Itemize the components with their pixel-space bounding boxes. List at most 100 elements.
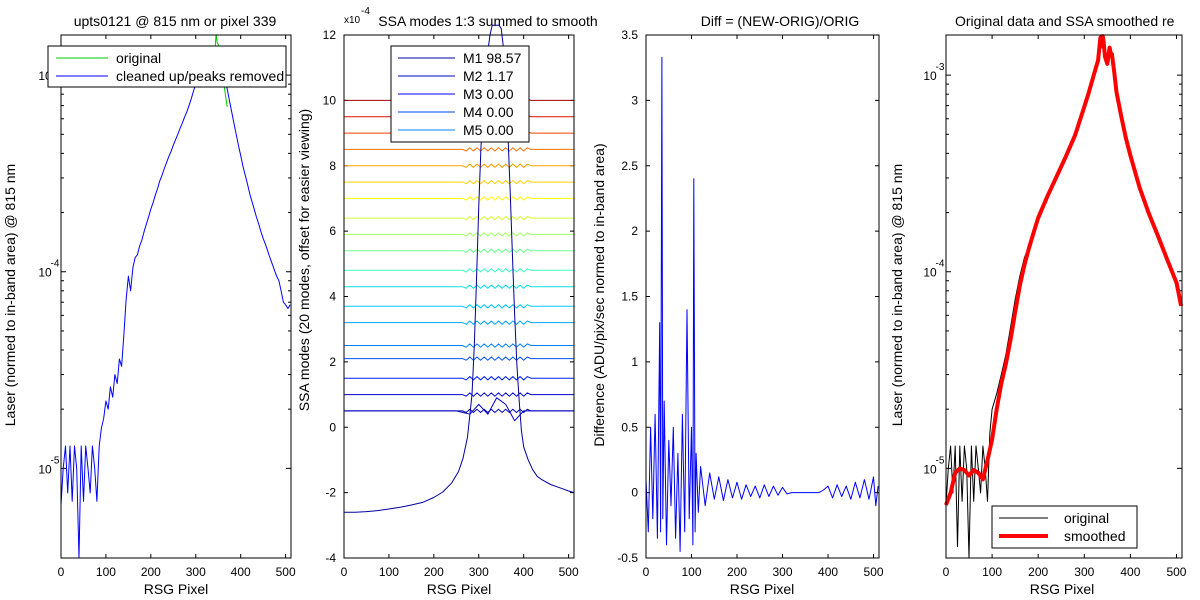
y-tick-label: 2 — [631, 224, 638, 238]
x-tick-label: 0 — [341, 565, 348, 579]
y-tick-label: 0 — [631, 486, 638, 500]
y-tick-label: 10 — [323, 93, 337, 107]
legend-entry-mode: M2 1.17 — [463, 68, 514, 84]
offset-mode-line — [344, 356, 574, 361]
panel-4-legend-box — [991, 505, 1138, 549]
offset-mode-line — [344, 392, 574, 397]
x-tick-label: 0 — [58, 565, 65, 579]
y-tick-label: 0 — [329, 420, 336, 434]
y-tick-label: 10 — [38, 266, 52, 280]
y-tick-label: 8 — [329, 159, 336, 173]
panel-2-legend: M1 98.57 M2 1.17 M3 0.00 M4 0.00 M5 0.00 — [390, 45, 530, 143]
y-tick-label: 10 — [38, 462, 52, 476]
y-tick-label: 10 — [923, 266, 937, 280]
panel-4-title: Original data and SSA smoothed re — [955, 13, 1175, 29]
offset-mode-line — [344, 215, 574, 221]
x-tick-label: 100 — [96, 565, 116, 579]
offset-mode-line — [344, 268, 574, 273]
offset-mode-line — [344, 196, 574, 201]
offset-mode-line — [344, 147, 574, 152]
series-line-smoothed — [944, 34, 1184, 506]
offset-mode-line — [344, 304, 574, 309]
x-tick-label: 100 — [681, 565, 701, 579]
series-line-cleaned-up-peaks-removed — [60, 50, 291, 559]
panel-3-series — [645, 56, 879, 552]
y-tick-label: 3.5 — [621, 28, 638, 42]
x-tick-label: 100 — [379, 565, 399, 579]
x-tick-label: 400 — [514, 565, 534, 579]
offset-mode-line — [344, 179, 574, 185]
panel-2-xlabel: RSG Pixel — [427, 581, 492, 597]
panel-3-ticks: 0 100 200 300 400 500 -0.5 0 0.5 1 1.5 2 2.5 3 3.5 — [617, 28, 884, 579]
x-tick-label: 200 — [424, 565, 444, 579]
y-tick-label: -4 — [325, 551, 336, 565]
panel-4-series — [944, 34, 1184, 559]
series-line-m2 — [344, 397, 574, 422]
x-tick-label: 300 — [773, 565, 793, 579]
x-tick-label: 400 — [818, 565, 838, 579]
panel-2-ylabel: SSA modes (20 modes, offset for easier v… — [296, 109, 312, 411]
panel-1-axes-frame — [60, 34, 292, 559]
series-line-diff — [645, 56, 879, 552]
x-tick-label: 500 — [276, 565, 296, 579]
x-tick-label: 0 — [943, 565, 950, 579]
panel-2-axes-frame — [343, 34, 575, 559]
x-tick-label: 300 — [186, 565, 206, 579]
panel-2-ticks: 0 100 200 300 400 500 -4 -2 0 2 4 6 8 10 12 — [323, 28, 579, 579]
offset-mode-line — [344, 232, 574, 237]
legend-entry-original: original — [116, 50, 161, 66]
panel-3-axes-frame — [645, 34, 880, 559]
panel-4-ylabel: Laser (normed to in-band area) @ 815 nm — [889, 164, 905, 426]
y-tick-label: 1.5 — [621, 290, 638, 304]
offset-mode-line — [344, 320, 574, 325]
legend-entry-mode: M4 0.00 — [463, 104, 514, 120]
y-tick-label: 4 — [329, 290, 336, 304]
panel-1-ylabel: Laser (normed to in-band area) @ 815 nm — [2, 164, 18, 426]
x-tick-label: 500 — [864, 565, 884, 579]
y-tick-label: 6 — [329, 224, 336, 238]
y-tick-exponent: -4 — [936, 259, 945, 270]
panel-2: SSA modes 1:3 summed to smooth x10 -4 RS… — [296, 6, 598, 597]
panel-1: upts0121 @ 815 nm or pixel 339 RSG Pixel… — [2, 13, 296, 597]
legend-entry-smoothed: smoothed — [1064, 528, 1125, 544]
offset-mode-line — [344, 248, 574, 254]
y-tick-label: 0.5 — [621, 420, 638, 434]
panel-2-series — [344, 24, 575, 513]
y-tick-exponent: -3 — [936, 62, 945, 73]
legend-entry-mode: M1 98.57 — [463, 50, 522, 66]
offset-mode-line — [344, 343, 574, 348]
x-tick-label: 100 — [982, 565, 1002, 579]
x-tick-label: 500 — [1166, 565, 1186, 579]
series-line-m1 — [344, 24, 575, 513]
legend-entry-mode: M5 0.00 — [463, 122, 514, 138]
x-tick-label: 200 — [727, 565, 747, 579]
panel-4-legend: original smoothed — [991, 505, 1138, 549]
x-tick-label: 400 — [1120, 565, 1140, 579]
x-tick-label: 500 — [559, 565, 579, 579]
x-tick-label: 300 — [469, 565, 489, 579]
panel-2-offset-modes — [344, 98, 574, 414]
y-tick-exponent: -5 — [936, 455, 945, 466]
panel-1-title: upts0121 @ 815 nm or pixel 339 — [74, 13, 277, 29]
y-tick-label: 2 — [329, 355, 336, 369]
panel-3: Diff = (NEW-ORIG)/ORIG RSG Pixel Differe… — [591, 13, 884, 597]
x-tick-label: 200 — [141, 565, 161, 579]
offset-mode-line — [344, 284, 574, 289]
panel-4: Original data and SSA smoothed re RSG Pi… — [889, 13, 1187, 597]
y-tick-label: -0.5 — [617, 551, 638, 565]
y-tick-label: 2.5 — [621, 159, 638, 173]
y-tick-exponent: -4 — [51, 259, 60, 270]
panel-3-title: Diff = (NEW-ORIG)/ORIG — [701, 13, 860, 29]
panel-4-xlabel: RSG Pixel — [1030, 581, 1095, 597]
offset-mode-line — [344, 163, 574, 169]
panel-3-ylabel: Difference (ADU/pix/sec normed to in-ban… — [591, 143, 607, 446]
y-tick-exponent: -5 — [51, 455, 60, 466]
x-tick-label: 300 — [1074, 565, 1094, 579]
y-tick-label: 10 — [923, 69, 937, 83]
y-tick-label: 12 — [323, 28, 337, 42]
x-tick-label: 200 — [1028, 565, 1048, 579]
legend-entry-cleaned: cleaned up/peaks removed — [116, 68, 284, 84]
